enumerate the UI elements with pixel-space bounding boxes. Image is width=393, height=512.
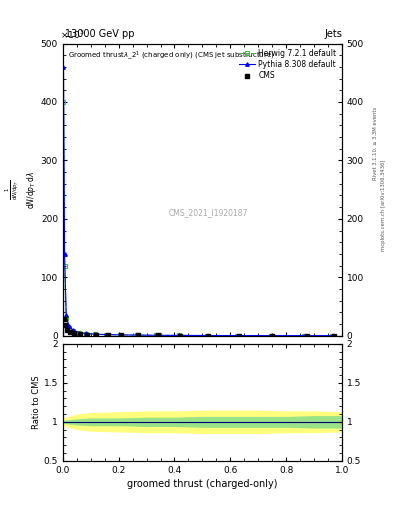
Pythia 8.308 default — [268, 333, 273, 339]
Herwig 7.2.1 default — [104, 332, 108, 338]
Pythia 8.308 default — [104, 331, 108, 337]
Herwig 7.2.1 default — [302, 333, 307, 339]
Pythia 8.308 default — [62, 251, 67, 257]
Text: 13000 GeV pp: 13000 GeV pp — [65, 29, 134, 39]
Herwig 7.2.1 default — [235, 332, 240, 338]
Herwig 7.2.1 default — [154, 332, 159, 338]
Herwig 7.2.1 default — [61, 99, 66, 105]
Herwig 7.2.1 default — [83, 331, 88, 337]
Pythia 8.308 default — [154, 332, 159, 338]
Pythia 8.308 default — [330, 333, 334, 339]
Text: Groomed thrust$\lambda\_2^1$ (charged only) (CMS jet substructure): Groomed thrust$\lambda\_2^1$ (charged on… — [68, 49, 275, 62]
Pythia 8.308 default — [118, 332, 123, 338]
Pythia 8.308 default — [77, 329, 81, 335]
Pythia 8.308 default — [64, 312, 69, 318]
Pythia 8.308 default — [71, 327, 76, 333]
Herwig 7.2.1 default — [64, 315, 69, 321]
Herwig 7.2.1 default — [71, 328, 76, 334]
Pythia 8.308 default — [176, 332, 181, 338]
Herwig 7.2.1 default — [118, 332, 123, 338]
Herwig 7.2.1 default — [77, 330, 81, 336]
Line: Herwig 7.2.1 default: Herwig 7.2.1 default — [62, 100, 334, 337]
Y-axis label: $\frac{1}{\mathrm{d}N/\mathrm{d}p_T}$
$\mathrm{d}N/\mathrm{d}p_T\,\mathrm{d}\lam: $\frac{1}{\mathrm{d}N/\mathrm{d}p_T}$ $\… — [4, 170, 38, 209]
Pythia 8.308 default — [61, 64, 66, 70]
Text: Rivet 3.1.10, ≥ 3.3M events: Rivet 3.1.10, ≥ 3.3M events — [373, 106, 378, 180]
Text: Jets: Jets — [324, 29, 342, 39]
Pythia 8.308 default — [93, 331, 97, 337]
Herwig 7.2.1 default — [204, 332, 209, 338]
Herwig 7.2.1 default — [62, 263, 67, 269]
Legend: Herwig 7.2.1 default, Pythia 8.308 default, CMS: Herwig 7.2.1 default, Pythia 8.308 defau… — [237, 47, 338, 82]
X-axis label: groomed thrust (charged-only): groomed thrust (charged-only) — [127, 479, 277, 489]
Pythia 8.308 default — [204, 332, 209, 338]
Herwig 7.2.1 default — [67, 325, 72, 331]
Pythia 8.308 default — [67, 323, 72, 329]
Herwig 7.2.1 default — [268, 333, 273, 339]
Herwig 7.2.1 default — [134, 332, 139, 338]
Pythia 8.308 default — [134, 332, 139, 338]
Herwig 7.2.1 default — [93, 331, 97, 337]
Herwig 7.2.1 default — [176, 332, 181, 338]
Pythia 8.308 default — [235, 332, 240, 338]
Pythia 8.308 default — [83, 330, 88, 336]
Text: mcplots.cern.ch [arXiv:1306.3436]: mcplots.cern.ch [arXiv:1306.3436] — [381, 159, 386, 250]
Text: CMS_2021_I1920187: CMS_2021_I1920187 — [168, 208, 248, 218]
Pythia 8.308 default — [302, 333, 307, 339]
Text: $\times10^3$: $\times10^3$ — [60, 28, 84, 40]
Herwig 7.2.1 default — [330, 333, 334, 339]
Line: Pythia 8.308 default: Pythia 8.308 default — [62, 65, 334, 337]
Y-axis label: Ratio to CMS: Ratio to CMS — [32, 375, 41, 429]
